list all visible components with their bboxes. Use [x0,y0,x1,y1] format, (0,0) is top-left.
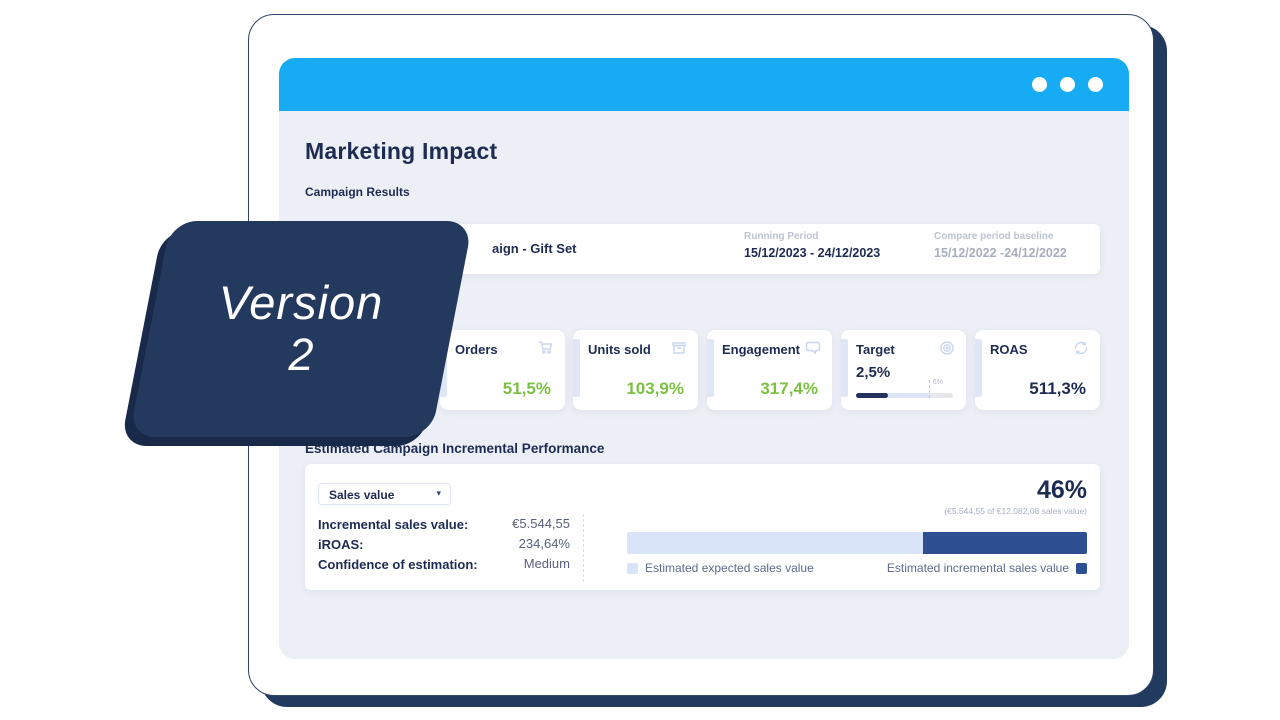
legend-label: Estimated expected sales value [645,561,814,575]
legend-item-incremental: Estimated incremental sales value [887,561,1087,575]
bar-legend: Estimated expected sales value Estimated… [627,561,1087,575]
target-icon [940,341,954,355]
dashed-divider [583,514,584,582]
metric-label: Target [856,342,895,357]
stat-value: €5.544,55 [512,516,570,531]
sync-icon [1074,341,1088,355]
metric-label: Orders [455,342,498,357]
legend-swatch-expected [627,562,638,574]
stat-row-incremental-sales: Incremental sales value: €5.544,55 [318,516,570,536]
chevron-down-icon: ▾ [436,488,441,498]
legend-item-expected: Estimated expected sales value [627,561,814,575]
metric-value: 317,4% [760,379,818,398]
campaign-name: aign - Gift Set [492,241,577,256]
dropdown-selected-value: Sales value [329,488,395,502]
version-badge-text: Version 2 [150,221,452,437]
compare-period-label: Compare period baseline [934,231,1054,242]
cart-icon [538,341,553,354]
target-goal-label: 6% [932,379,943,386]
card-accent [573,339,580,397]
window-control-dot[interactable] [1032,77,1047,92]
stat-label: Incremental sales value: [318,517,469,532]
window-control-dot[interactable] [1088,77,1103,92]
metric-card-orders: Orders 51,5% [440,330,565,410]
section-label-campaign-results: Campaign Results [305,185,410,199]
package-icon [672,342,686,354]
card-accent [707,339,714,397]
metric-value: 511,3% [1029,379,1086,398]
metric-label: ROAS [990,342,1028,357]
metric-card-engagement: Engagement 317,4% [707,330,832,410]
stat-value: 234,64% [518,536,570,551]
version-number: 2 [288,329,314,381]
chat-icon [805,341,821,355]
performance-stats: Incremental sales value: €5.544,55 iROAS… [318,516,570,576]
running-period-label: Running Period [744,231,819,242]
running-period: Running Period 15/12/2023 - 24/12/2023 [744,231,880,260]
target-progress-bar: 6% [856,379,953,398]
version-label: Version [218,276,384,330]
browser-title-bar [279,58,1129,111]
metric-label: Units sold [588,342,651,357]
performance-card: Sales value ▾ 46% (€5.544,55 of €12.082,… [305,464,1100,590]
legend-label: Estimated incremental sales value [886,561,1069,575]
window-control-dot[interactable] [1060,77,1075,92]
page-title: Marketing Impact [305,138,498,164]
compare-period: Compare period baseline 15/12/2022 -24/1… [934,231,1067,260]
compare-period-value: 15/12/2022 -24/12/2022 [934,246,1067,260]
stat-row-confidence: Confidence of estimation: Medium [318,556,570,576]
metric-card-roas: ROAS 511,3% [975,330,1100,410]
expected-sales-segment [627,532,924,554]
incremental-sales-segment [923,532,1087,554]
stat-label: iROAS: [318,537,364,552]
stat-value: Medium [523,556,570,571]
target-goal-marker: 6% [928,379,943,398]
metric-card-target: Target 2,5% 6% [841,330,966,410]
window-controls [1032,77,1103,92]
metric-value: 51,5% [502,379,551,398]
stat-label: Confidence of estimation: [318,557,478,572]
metric-card-units-sold: Units sold 103,9% [573,330,698,410]
target-progress-track [856,393,929,398]
version-badge: Version 2 [120,221,473,446]
metric-label: Engagement [722,342,801,357]
incremental-percentage: 46% [1036,476,1087,504]
card-accent [975,339,982,397]
legend-swatch-incremental [1076,562,1087,574]
metric-value: 103,9% [626,379,684,398]
target-value: 2,5% [856,364,891,381]
card-accent [841,339,848,397]
metric-select-dropdown[interactable]: Sales value ▾ [318,483,451,505]
version-badge-face: Version 2 [129,221,473,437]
incremental-percentage-note: (€5.544,55 of €12.082,08 sales value) [944,506,1087,516]
target-progress-fill [856,393,888,398]
running-period-value: 15/12/2023 - 24/12/2023 [744,246,881,260]
sales-value-stacked-bar [627,532,1087,554]
stat-row-iroas: iROAS: 234,64% [318,536,570,556]
